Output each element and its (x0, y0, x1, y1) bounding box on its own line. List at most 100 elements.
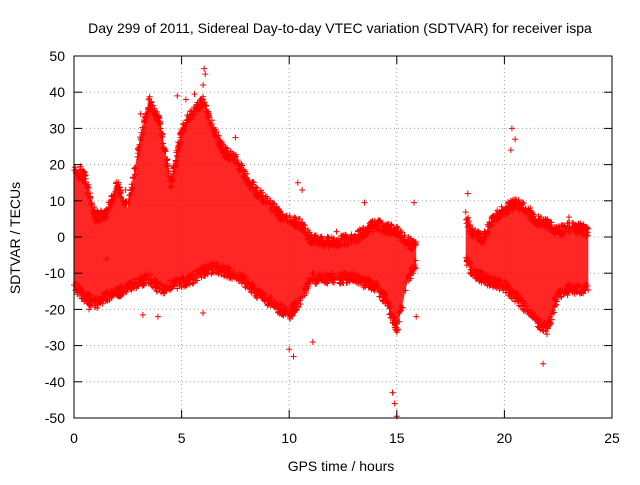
data-point (151, 284, 158, 291)
data-point (474, 229, 481, 236)
data-point (144, 272, 151, 279)
data-point (385, 224, 392, 231)
data-point (98, 293, 105, 300)
outlier-point (202, 71, 209, 78)
data-point (125, 196, 132, 203)
data-point (175, 142, 182, 149)
outlier-point (122, 186, 129, 193)
data-point (402, 240, 409, 247)
data-point (476, 277, 483, 284)
data-point (140, 119, 147, 126)
data-point (136, 141, 143, 148)
data-point (388, 222, 395, 229)
data-point (140, 278, 147, 285)
data-point (182, 281, 189, 288)
data-point (164, 156, 171, 163)
data-point (109, 292, 116, 299)
data-point (515, 293, 522, 300)
data-point (205, 109, 212, 116)
data-point (108, 196, 115, 203)
data-point (383, 298, 390, 305)
data-point (319, 237, 326, 244)
data-point (572, 226, 579, 233)
data-point (79, 168, 86, 175)
data-point (230, 273, 237, 280)
data-point (152, 278, 159, 285)
data-point (72, 164, 79, 171)
data-point (402, 287, 409, 294)
data-point (490, 212, 497, 219)
data-point (270, 303, 277, 310)
outlier-point (389, 389, 396, 396)
outlier-point (333, 228, 340, 235)
data-point (323, 237, 330, 244)
data-point (298, 220, 305, 227)
data-point (115, 291, 122, 298)
data-point (236, 269, 243, 276)
data-point (378, 288, 385, 295)
data-point (186, 271, 193, 278)
outlier-point (137, 110, 144, 117)
data-point (302, 286, 309, 293)
data-point (157, 121, 164, 128)
data-point (92, 296, 99, 303)
data-point (148, 107, 155, 114)
data-point (211, 129, 218, 136)
data-point (582, 280, 589, 287)
data-point (307, 240, 314, 247)
data-point (407, 236, 414, 243)
data-point (175, 143, 182, 150)
data-point (490, 279, 497, 286)
data-point (258, 291, 265, 298)
data-point (495, 213, 502, 220)
data-point (475, 228, 482, 235)
data-point (167, 285, 174, 292)
data-point (581, 287, 588, 294)
data-point (91, 204, 98, 211)
data-point (381, 227, 388, 234)
x-tick-label: 25 (604, 430, 620, 446)
data-point (520, 306, 527, 313)
data-point (208, 120, 215, 127)
data-point (157, 125, 164, 132)
data-point (202, 270, 209, 277)
y-tick-label: 40 (49, 84, 65, 100)
data-point (397, 228, 404, 234)
data-point (529, 216, 536, 223)
data-point (190, 279, 197, 286)
data-point (214, 264, 221, 271)
data-point (279, 311, 286, 318)
data-point (230, 155, 237, 162)
data-point (542, 215, 549, 222)
data-points (71, 65, 592, 420)
outlier-point (103, 255, 110, 262)
outlier-point (232, 134, 239, 141)
outlier-point (174, 92, 181, 99)
data-point (343, 233, 350, 240)
data-point (516, 302, 523, 309)
data-point (313, 278, 320, 285)
data-point (394, 223, 401, 230)
data-point (196, 104, 203, 111)
data-point (86, 300, 93, 307)
data-point (546, 322, 553, 329)
data-point (325, 271, 332, 278)
axis-ticks: 50 40 30 20 10 0 -10 -20 -30 -40 -50 0 5 10 15 20 25 (45, 48, 620, 446)
series-SDTVAR (71, 93, 419, 336)
data-point (321, 277, 328, 284)
data-point (579, 225, 586, 232)
data-point (341, 270, 348, 277)
outlier-point (361, 199, 368, 206)
data-point (182, 282, 189, 289)
data-point (249, 282, 256, 289)
data-point (290, 306, 297, 313)
y-tick-label: 20 (49, 157, 65, 173)
data-point (275, 209, 282, 216)
data-point (107, 287, 114, 294)
data-point (318, 233, 325, 240)
data-point (170, 282, 177, 289)
data-point (483, 275, 490, 282)
data-point (224, 155, 231, 162)
data-point (301, 222, 308, 229)
data-point (367, 219, 374, 226)
